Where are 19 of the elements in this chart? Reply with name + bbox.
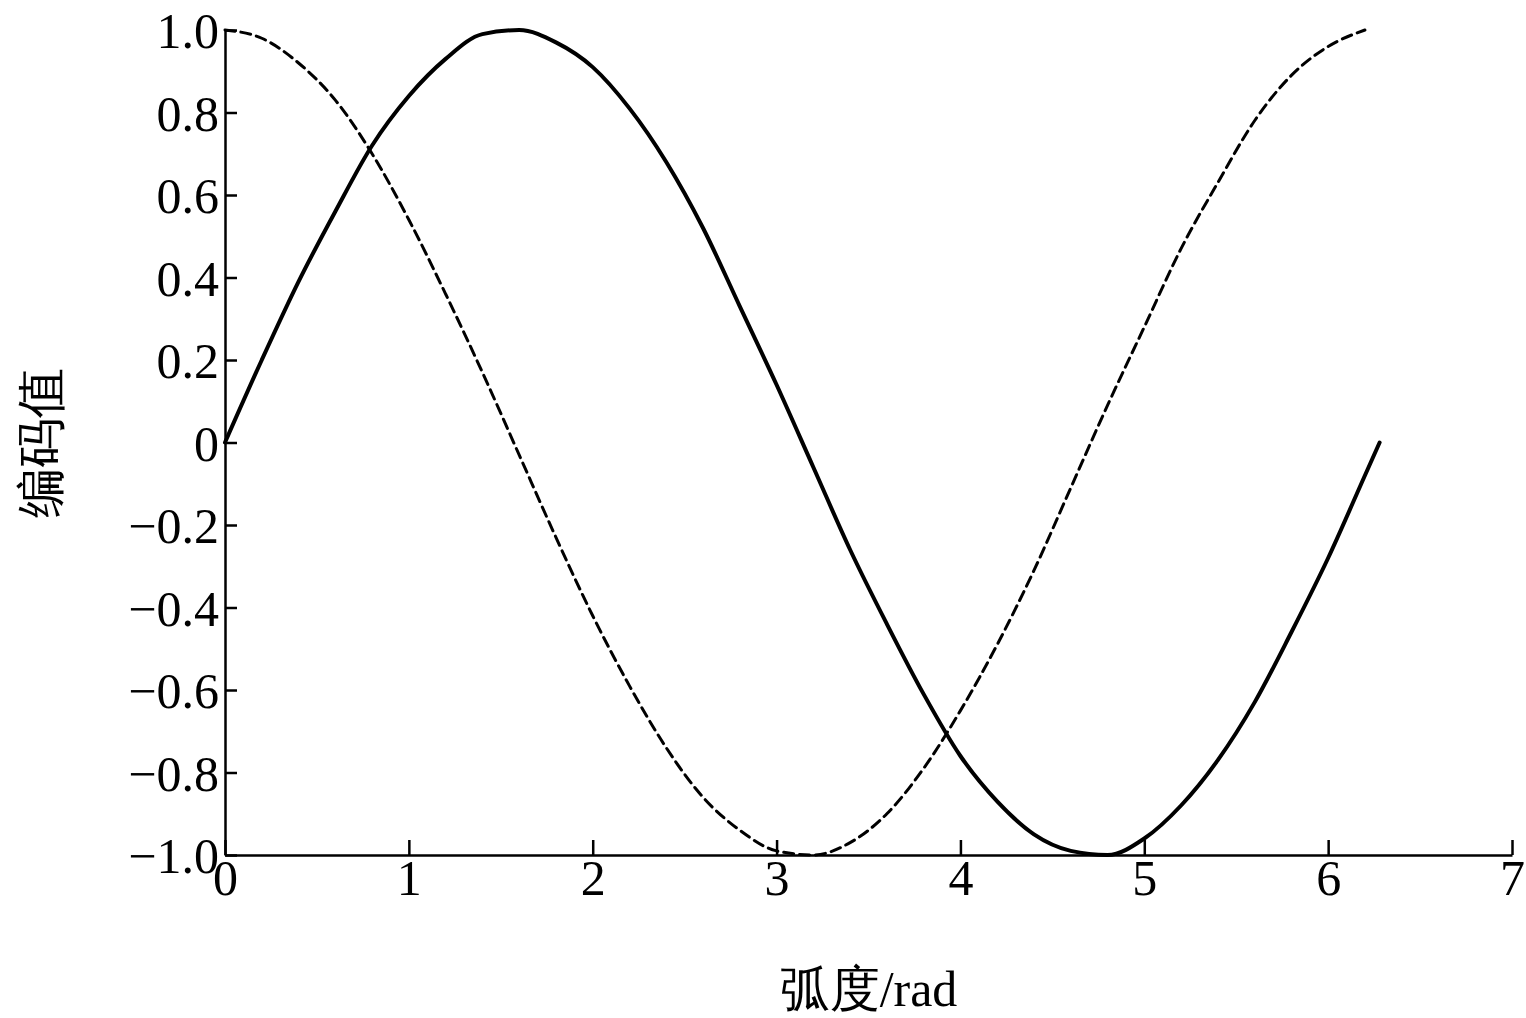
y-tick-label: −0.6: [128, 663, 219, 719]
y-tick-label: 0.8: [156, 85, 219, 142]
y-tick-label: 0.2: [156, 333, 219, 389]
x-tick-label: 6: [1316, 849, 1342, 906]
y-tick-label: 0.6: [156, 168, 219, 224]
x-tick-label: 4: [948, 849, 974, 906]
y-tick-label: 0.4: [156, 250, 219, 307]
x-tick-label: 2: [580, 849, 606, 906]
y-tick-label: −0.4: [128, 580, 219, 637]
y-tick-label: −0.2: [128, 498, 219, 554]
x-tick-label: 5: [1132, 849, 1158, 906]
y-tick-label: 0: [194, 415, 219, 472]
x-tick-label: 3: [764, 849, 790, 906]
y-axis-title: 编码值: [13, 367, 69, 518]
y-tick-label: 1.0: [156, 3, 219, 59]
y-tick-label: −0.8: [128, 745, 219, 802]
x-tick-label: 7: [1500, 849, 1525, 906]
x-tick-label: 1: [396, 849, 422, 906]
x-axis-title: 弧度/rad: [779, 961, 958, 1017]
